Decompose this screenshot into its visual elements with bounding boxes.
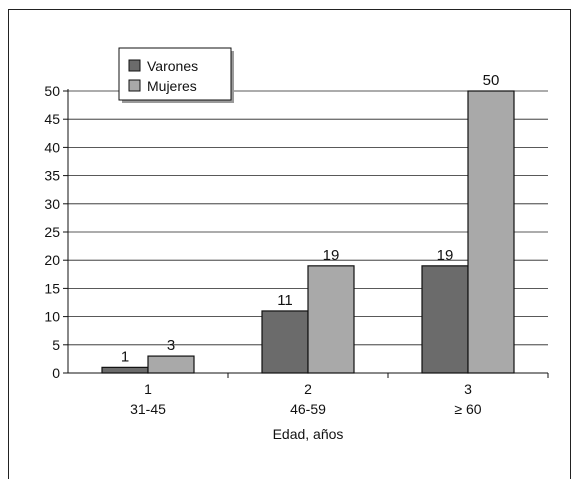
y-tick-label: 35 bbox=[44, 168, 60, 184]
bar-varones-2 bbox=[261, 310, 309, 374]
data-label: 19 bbox=[437, 247, 454, 264]
bars bbox=[101, 90, 515, 374]
data-label: 19 bbox=[323, 247, 340, 264]
y-tick-label: 0 bbox=[52, 365, 60, 381]
y-tick-label: 30 bbox=[44, 196, 60, 212]
bar-mujeres-2 bbox=[307, 265, 355, 374]
y-tick-label: 15 bbox=[44, 280, 60, 296]
y-tick-label: 40 bbox=[44, 139, 60, 155]
x-tick-sublabel: 46-59 bbox=[290, 401, 326, 417]
y-axis-ticks: 0 5 10 15 20 25 30 35 40 45 50 bbox=[44, 83, 68, 381]
x-axis-title: Edad, años bbox=[273, 426, 344, 442]
data-label: 1 bbox=[121, 348, 129, 365]
bar-varones-1 bbox=[101, 366, 149, 374]
legend-label-varones: Varones bbox=[147, 58, 198, 74]
figure-frame bbox=[8, 9, 571, 479]
y-tick-label: 50 bbox=[44, 83, 60, 99]
x-tick-label: 3 bbox=[464, 381, 472, 397]
y-tick-label: 45 bbox=[44, 111, 60, 127]
x-tick-label: 2 bbox=[304, 381, 312, 397]
legend-label-mujeres: Mujeres bbox=[147, 78, 197, 94]
x-tick-sublabel: 31-45 bbox=[130, 401, 166, 417]
legend: Varones Mujeres bbox=[118, 47, 234, 103]
y-tick-label: 25 bbox=[44, 224, 60, 240]
x-tick-label: 1 bbox=[144, 381, 152, 397]
bar-varones-3 bbox=[421, 265, 469, 374]
data-label: 3 bbox=[167, 337, 175, 354]
bar-mujeres-1 bbox=[147, 355, 195, 374]
x-axis: 1 31-45 2 46-59 3 ≥ 60 bbox=[130, 373, 549, 417]
legend-swatch-varones bbox=[128, 59, 141, 72]
data-label: 11 bbox=[277, 292, 293, 309]
y-tick-label: 10 bbox=[44, 309, 60, 325]
x-tick-sublabel: ≥ 60 bbox=[454, 401, 481, 417]
data-label: 50 bbox=[483, 72, 500, 89]
bar-mujeres-3 bbox=[467, 90, 515, 374]
data-labels: 1 3 11 19 19 50 bbox=[121, 72, 500, 365]
y-tick-label: 5 bbox=[52, 337, 60, 353]
legend-swatch-mujeres bbox=[128, 79, 141, 92]
y-tick-label: 20 bbox=[44, 252, 60, 268]
